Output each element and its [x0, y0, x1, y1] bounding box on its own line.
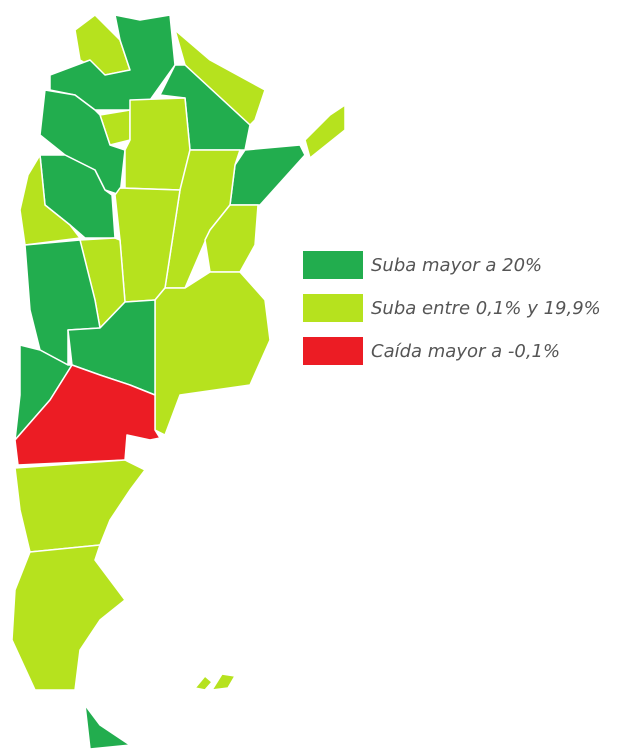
island: [211, 673, 236, 691]
province: [124, 97, 191, 191]
province: [14, 364, 161, 466]
province: [11, 544, 126, 691]
province: [84, 704, 131, 749]
province: [39, 89, 126, 196]
legend-label: Suba entre 0,1% y 19,9%: [371, 298, 601, 319]
legend: Suba mayor a 20% Suba entre 0,1% y 19,9% C…: [303, 251, 601, 365]
island: [194, 675, 213, 691]
provinces: [11, 14, 346, 749]
legend-swatch: [303, 251, 363, 279]
province: [304, 104, 346, 159]
legend-swatch: [303, 337, 363, 365]
province: [14, 459, 146, 553]
legend-swatch: [303, 294, 363, 322]
province: [229, 144, 306, 206]
legend-label: Suba mayor a 20%: [371, 255, 542, 276]
legend-label: Caída mayor a -0,1%: [371, 341, 560, 362]
province: [154, 271, 271, 436]
province: [19, 154, 81, 246]
